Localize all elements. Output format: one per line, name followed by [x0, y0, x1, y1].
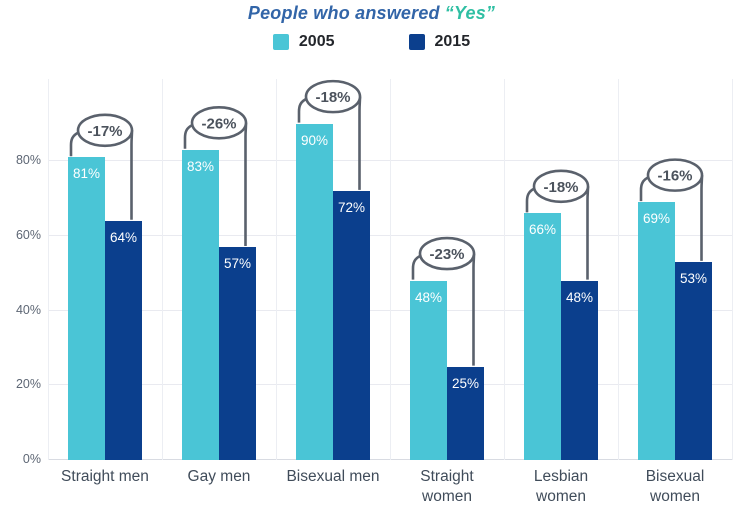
bar-value-label: 72%: [337, 199, 366, 215]
legend-swatch-2015: [408, 34, 425, 50]
category-label-bisexual-men: Bisexual men: [286, 468, 380, 485]
category-label-gay-men: Gay men: [187, 468, 251, 485]
legend-item-2015: 2015: [408, 33, 471, 51]
gridline-vertical: [390, 79, 391, 460]
chart-title-highlight: “Yes”: [444, 3, 496, 23]
chart-title: People who answered “Yes”: [0, 3, 743, 24]
bar-2015-bisexual-women: 53%: [675, 261, 712, 460]
plot-area: 81% 64% 83% 57% 90% 72% 48% 25% 66% 48% 69% 53% -17%…: [48, 75, 733, 460]
bar-group-straight-men: 81% 64%: [48, 75, 162, 460]
y-tick-label: 40%: [15, 302, 41, 317]
bar-2005-bisexual-men: 90%: [296, 123, 333, 460]
bar-value-label: 48%: [414, 289, 443, 305]
category-label-straight-women: Straight women: [420, 468, 474, 506]
legend-label-2015: 2015: [434, 33, 471, 50]
chart-title-text: People who answered: [247, 3, 440, 23]
legend-swatch-2005: [272, 34, 289, 50]
gridline-vertical: [732, 79, 733, 460]
bar-value-label: 25%: [451, 375, 480, 391]
gridline-vertical: [504, 79, 505, 460]
bar-2015-straight-men: 64%: [105, 220, 142, 460]
bar-value-label: 66%: [528, 222, 557, 238]
bar-2005-lesbian-women: 66%: [524, 213, 561, 460]
bar-value-label: 83%: [186, 158, 215, 174]
bar-group-gay-men: 83% 57%: [162, 75, 276, 460]
bar-2015-lesbian-women: 48%: [561, 280, 598, 460]
gridline-vertical: [276, 79, 277, 460]
category-label-bisexual-women: Bisexual women: [645, 468, 705, 506]
bar-value-label: 64%: [109, 229, 138, 245]
bar-value-label: 48%: [565, 289, 594, 305]
legend-label-2005: 2005: [298, 33, 335, 50]
gridline-vertical: [618, 79, 619, 460]
bar-2015-bisexual-men: 72%: [333, 190, 370, 460]
bar-value-label: 53%: [679, 270, 708, 286]
legend: 2005 2015: [0, 33, 743, 51]
legend-item-2005: 2005: [272, 33, 335, 51]
bar-group-straight-women: 48% 25%: [390, 75, 504, 460]
bar-group-bisexual-women: 69% 53%: [618, 75, 732, 460]
bar-2005-gay-men: 83%: [182, 149, 219, 460]
y-tick-label: 0%: [22, 452, 41, 466]
bar-group-bisexual-men: 90% 72%: [276, 75, 390, 460]
bar-2015-gay-men: 57%: [219, 246, 256, 460]
category-label-straight-men: Straight men: [61, 468, 149, 485]
bar-value-label: 81%: [72, 166, 101, 182]
x-axis-labels: Straight men Gay men Bisexual men Straight …: [48, 467, 732, 508]
bar-groups: 81% 64% 83% 57% 90% 72% 48% 25% 66% 48% 69% 53%: [48, 75, 732, 460]
gridline-vertical: [162, 79, 163, 460]
bar-value-label: 90%: [300, 132, 329, 148]
bar-group-lesbian-women: 66% 48%: [504, 75, 618, 460]
bar-2005-bisexual-women: 69%: [638, 202, 675, 460]
bar-value-label: 57%: [223, 255, 252, 271]
y-tick-label: 60%: [15, 227, 41, 242]
gridline-vertical: [48, 79, 49, 460]
bar-value-label: 69%: [642, 211, 671, 227]
bar-2005-straight-women: 48%: [410, 280, 447, 460]
y-tick-label: 80%: [15, 153, 41, 167]
category-label-lesbian-women: Lesbian women: [533, 468, 589, 506]
bar-2015-straight-women: 25%: [447, 366, 484, 460]
chart-region: 0% 20% 40% 60% 80% 81% 64% 83% 57% 90% 72% 48% 25% 6…: [0, 75, 743, 466]
bar-2005-straight-men: 81%: [68, 157, 105, 460]
y-tick-label: 20%: [15, 377, 41, 392]
